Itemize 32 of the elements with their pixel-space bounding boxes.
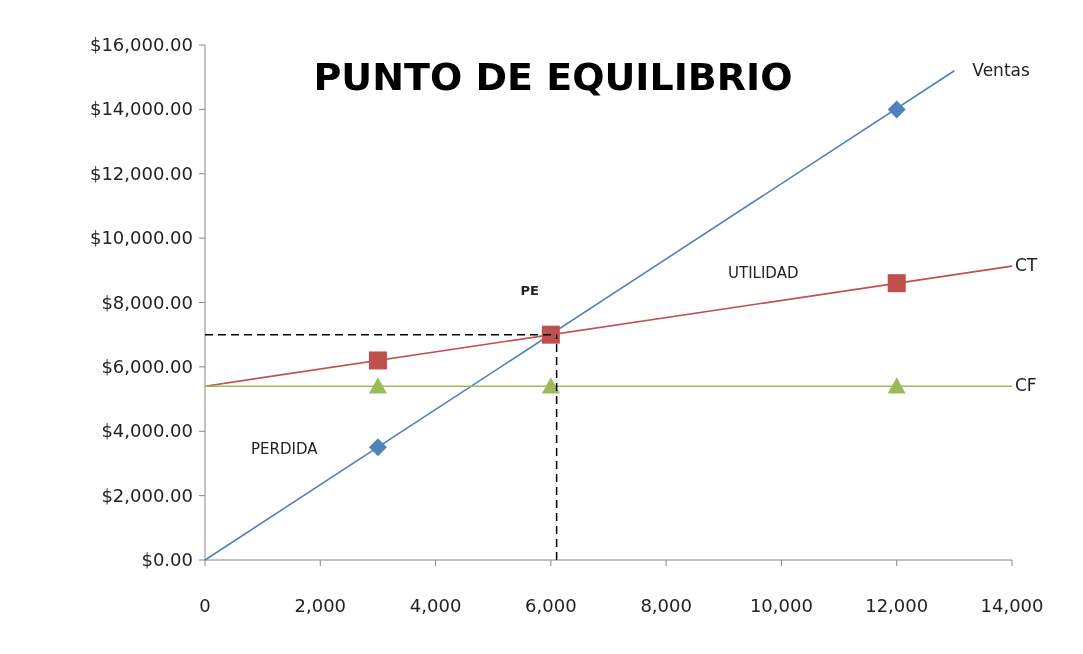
y-tick-label: $0.00	[141, 549, 193, 570]
annotation: UTILIDAD	[728, 264, 799, 282]
x-tick-label: 12,000	[865, 595, 929, 616]
point	[368, 351, 387, 370]
point	[368, 377, 387, 394]
y-tick-label: $8,000.00	[101, 291, 193, 313]
point	[887, 377, 906, 394]
point	[541, 325, 560, 344]
y-tick-label: $6,000.00	[101, 355, 193, 377]
x-tick-label: 8,000	[640, 595, 692, 616]
x-tick-label: 4,000	[409, 595, 462, 616]
annotation: PE	[520, 282, 539, 298]
annotation: PERDIDA	[251, 440, 319, 458]
series-label: CT	[1015, 255, 1038, 276]
x-tick-label: 2,000	[294, 595, 347, 616]
y-tick-label: $4,000.00	[101, 420, 193, 442]
point	[368, 438, 387, 457]
x-tick-label: 10,000	[749, 595, 813, 616]
series-label: Ventas	[972, 59, 1030, 80]
y-tick-label: $2,000.00	[101, 484, 193, 506]
y-tick-label: $10,000.00	[89, 227, 193, 249]
y-tick-label: $16,000.00	[89, 34, 193, 55]
y-tick-label: $12,000.00	[89, 162, 193, 184]
x-tick-label: 6,000	[525, 595, 577, 616]
point	[887, 274, 906, 293]
series-label: CF	[1015, 375, 1037, 396]
chart-title: PUNTO DE EQUILIBRIO	[313, 55, 793, 99]
y-tick-label: $14,000.00	[89, 98, 193, 120]
x-tick-label: 14,000	[980, 595, 1044, 616]
x-tick-label: 0	[199, 595, 211, 616]
point	[541, 377, 560, 394]
point	[887, 100, 906, 119]
